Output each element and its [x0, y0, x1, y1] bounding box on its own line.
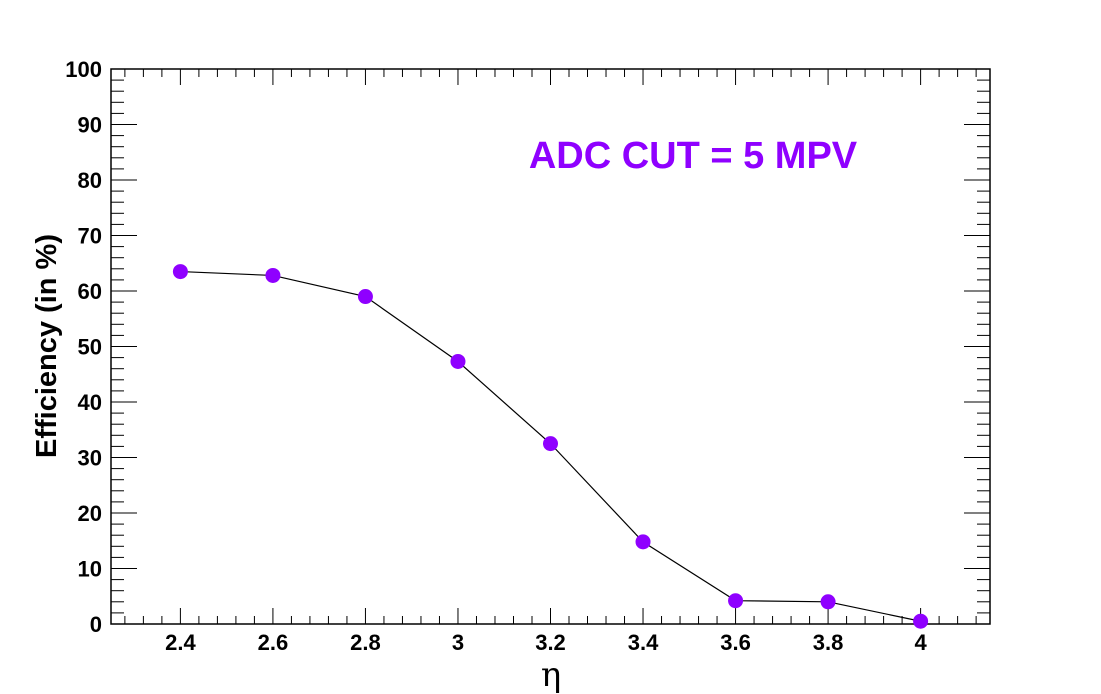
- y-tick-label: 70: [78, 224, 102, 249]
- y-tick-label: 40: [78, 390, 102, 415]
- y-axis-tick-labels: 0 10 20 30 40 50 60 70 80 90 100: [65, 57, 102, 637]
- x-axis-tick-labels: 2.4 2.6 2.8 3 3.2 3.4 3.6 3.8 4: [165, 630, 927, 655]
- data-point: [635, 534, 651, 550]
- data-point: [357, 289, 373, 305]
- x-tick-label: 3.8: [813, 630, 844, 655]
- x-tick-label: 4: [914, 630, 927, 655]
- x-tick-label: 3.6: [720, 630, 751, 655]
- y-tick-label: 60: [78, 279, 102, 304]
- data-point: [728, 593, 744, 609]
- y-tick-label: 10: [78, 557, 102, 582]
- x-tick-label: 3.4: [628, 630, 659, 655]
- x-tick-label: 3.2: [535, 630, 566, 655]
- y-tick-label: 30: [78, 446, 102, 471]
- x-tick-label: 2.4: [165, 630, 196, 655]
- y-tick-label: 90: [78, 113, 102, 138]
- y-axis-ticks: [111, 68, 990, 625]
- y-tick-label: 0: [90, 612, 102, 637]
- adc-cut-annotation: ADC CUT = 5 MPV: [529, 135, 858, 177]
- y-tick-label: 20: [78, 501, 102, 526]
- data-point: [913, 613, 929, 629]
- data-point: [172, 264, 188, 280]
- data-point: [820, 594, 836, 610]
- x-axis-title: η: [541, 655, 561, 694]
- x-tick-label: 2.6: [258, 630, 289, 655]
- data-point: [450, 353, 466, 369]
- y-tick-label: 50: [78, 335, 102, 360]
- x-tick-label: 2.8: [350, 630, 381, 655]
- y-tick-label: 100: [65, 57, 102, 82]
- y-axis-title: Efficiency (in %): [31, 234, 63, 458]
- data-point: [543, 436, 558, 452]
- y-tick-label: 80: [78, 168, 102, 193]
- series-points: [172, 264, 929, 629]
- data-point: [265, 267, 281, 283]
- x-tick-label: 3: [452, 630, 464, 655]
- x-axis-ticks: [124, 69, 977, 624]
